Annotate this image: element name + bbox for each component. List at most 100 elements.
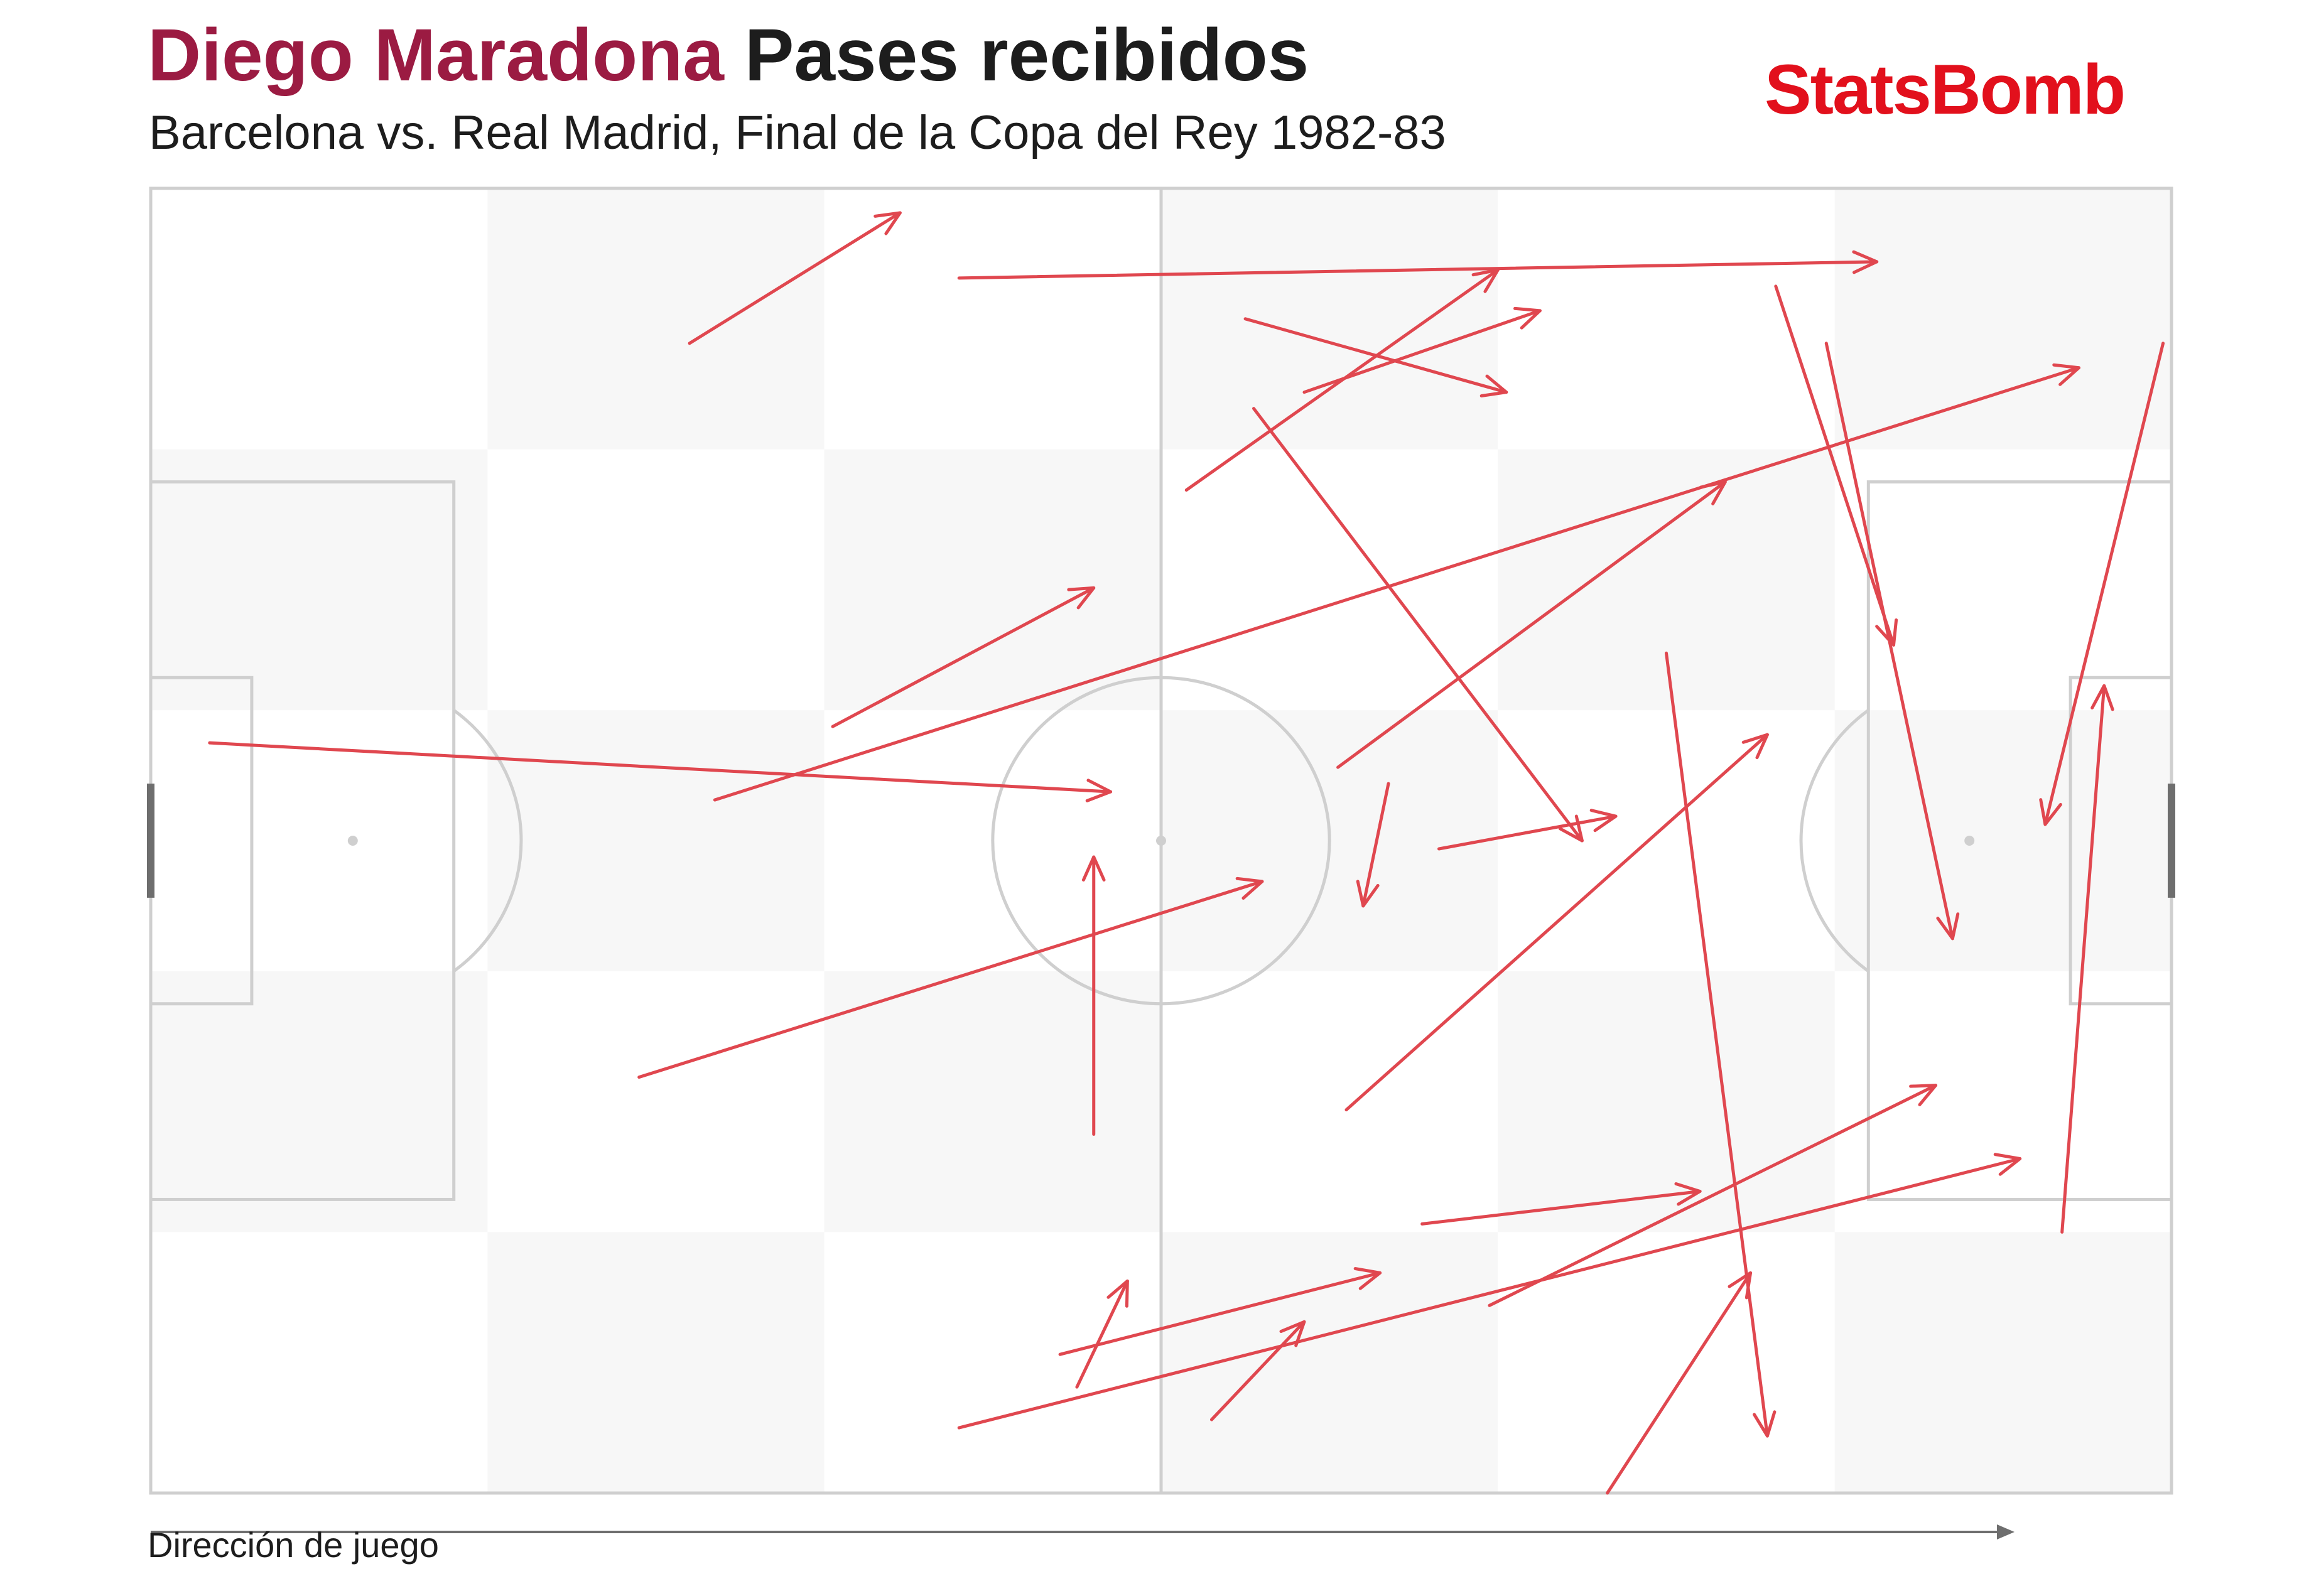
pass-arrowhead xyxy=(1235,876,1264,900)
pass-line xyxy=(688,211,902,345)
pass-arrow xyxy=(1488,1084,1938,1307)
pitch-stripe xyxy=(824,449,1161,711)
pass-line xyxy=(1184,268,1500,492)
pass-arrowhead xyxy=(1081,855,1106,882)
pass-arrowhead xyxy=(1106,1279,1129,1308)
pass-arrowhead xyxy=(1085,779,1113,802)
pass-line xyxy=(2043,342,2165,826)
pass-arrowhead xyxy=(873,211,902,235)
center-circle xyxy=(991,676,1331,1006)
pass-line xyxy=(831,586,1096,728)
pass-line xyxy=(1824,342,1954,941)
pass-line xyxy=(1774,284,1896,647)
center-spot xyxy=(1156,836,1166,846)
pass-arrowhead xyxy=(2090,684,2114,711)
pass-line xyxy=(1252,407,1584,843)
pass-arrow xyxy=(2060,684,2114,1234)
pass-arrow xyxy=(1184,268,1500,492)
right-penalty-spot xyxy=(1964,836,1975,846)
pass-arrow xyxy=(1209,1320,1306,1421)
pass-arrows xyxy=(208,211,2165,1495)
pitch-stripe xyxy=(487,188,825,450)
pass-arrowhead xyxy=(1674,1182,1702,1206)
pass-arrow xyxy=(957,1153,2022,1430)
pass-arrowhead xyxy=(1936,912,1960,941)
left-penalty-spot xyxy=(347,836,358,846)
pass-arrow xyxy=(957,250,1879,280)
pass-arrowhead xyxy=(2052,363,2081,386)
pass-arrow xyxy=(1665,651,1777,1438)
pitch-stripe xyxy=(1161,188,1498,450)
right-penalty-arc xyxy=(1799,709,1869,973)
pass-line xyxy=(957,260,1879,280)
pass-line xyxy=(208,741,1113,794)
pass-line xyxy=(1488,1084,1938,1307)
pass-arrowhead xyxy=(1993,1153,2022,1176)
pass-arrow xyxy=(1356,782,1390,908)
pass-arrowhead xyxy=(1479,374,1508,398)
pass-arrow xyxy=(1058,1267,1382,1356)
pitch-stripe xyxy=(1834,188,2171,450)
left-penalty-arc xyxy=(453,709,523,973)
chart-subtitle: Barcelona vs. Real Madrid, Final de la C… xyxy=(149,106,1446,159)
pass-arrow xyxy=(1606,1271,1753,1495)
direction-arrow-head xyxy=(1997,1524,2015,1539)
pitch-stripe xyxy=(1498,971,1835,1232)
pitch-markings xyxy=(147,186,2175,1495)
pass-arrow xyxy=(1344,733,1769,1112)
pass-arrowhead xyxy=(1753,1410,1777,1438)
pitch-stripe xyxy=(1498,449,1835,711)
pitch-stripe xyxy=(151,449,488,711)
pitch-stripe xyxy=(1834,710,2171,971)
pass-line xyxy=(1075,1279,1129,1389)
pass-arrow xyxy=(1336,480,1727,769)
pass-arrow xyxy=(1437,809,1618,851)
chart-title: Pases recibidos xyxy=(744,14,1309,97)
pass-line xyxy=(1336,480,1727,769)
pass-arrow xyxy=(688,211,902,345)
pitch-stripe xyxy=(487,710,825,971)
pass-line xyxy=(1344,733,1769,1112)
pass-line xyxy=(713,366,2081,802)
pass-arrow xyxy=(1081,855,1106,1136)
pass-arrowhead xyxy=(1353,1267,1382,1290)
pass-arrowhead xyxy=(1909,1084,1938,1106)
pass-arrowhead xyxy=(1513,306,1542,330)
pitch-stripe xyxy=(151,971,488,1232)
pass-arrow xyxy=(1420,1182,1702,1226)
pass-arrow xyxy=(2039,342,2165,826)
pitch-stripe xyxy=(824,971,1161,1232)
pass-line xyxy=(1437,814,1618,851)
pass-arrowhead xyxy=(1728,1271,1753,1300)
pass-line xyxy=(957,1157,2022,1430)
pass-line xyxy=(1606,1271,1753,1495)
pass-line xyxy=(2060,684,2106,1234)
pass-arrow xyxy=(1075,1279,1129,1389)
pass-line xyxy=(1058,1271,1382,1356)
pass-arrowhead xyxy=(2039,798,2062,826)
pass-arrow xyxy=(1774,284,1898,647)
pass-arrowhead xyxy=(1741,733,1769,760)
pass-line xyxy=(1361,782,1390,908)
pass-arrowhead xyxy=(1589,809,1618,833)
left-six-yard-box xyxy=(149,676,254,1006)
pass-arrow xyxy=(713,363,2081,802)
pass-arrow xyxy=(831,586,1096,728)
pass-line xyxy=(1665,651,1769,1438)
pitch-stripes xyxy=(151,188,2171,1493)
pass-arrow xyxy=(1824,342,1960,941)
player-name: Diego Maradona xyxy=(148,14,724,97)
pass-arrow xyxy=(208,741,1113,802)
pass-arrowhead xyxy=(1471,268,1500,293)
pass-arrowhead xyxy=(1699,480,1727,505)
pass-arrow xyxy=(637,876,1264,1079)
pass-arrowhead xyxy=(1279,1320,1306,1347)
statsbomb-logo: StatsBomb xyxy=(1765,50,2126,129)
pass-arrowhead xyxy=(1356,880,1380,908)
direction-of-play-label: Dirección de juego xyxy=(148,1525,439,1565)
pitch-stripe xyxy=(1834,1232,2171,1493)
direction-of-play-arrow xyxy=(151,1524,2015,1539)
pass-arrowhead xyxy=(1067,586,1096,610)
chart-title-line: Diego Maradona Pases recibidos xyxy=(148,11,1309,99)
